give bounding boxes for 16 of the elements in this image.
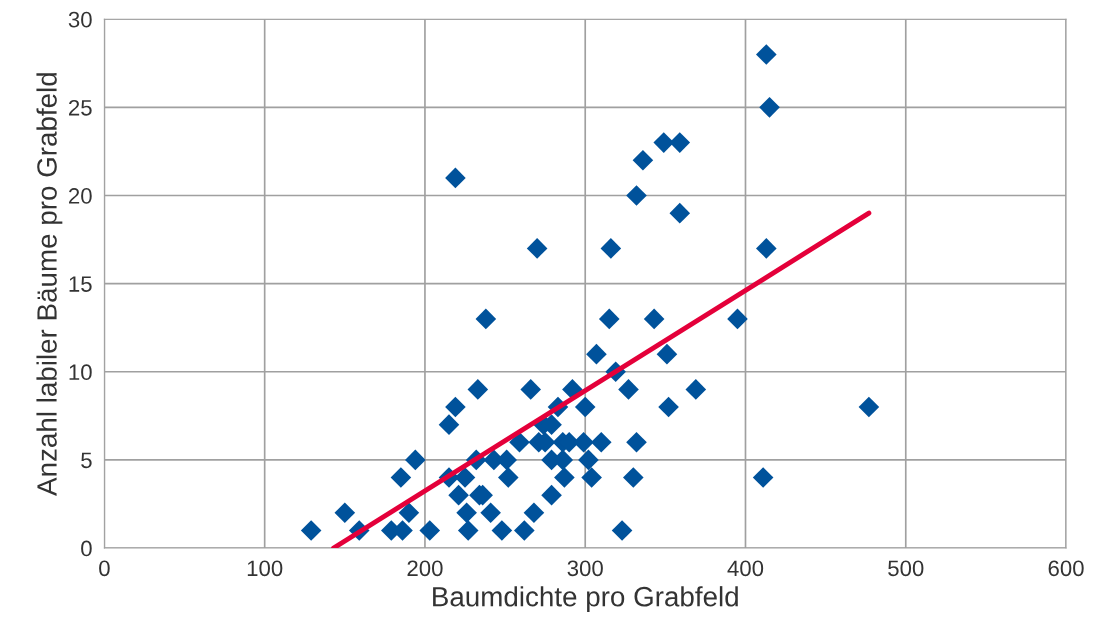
x-tick-label: 300 bbox=[567, 560, 603, 577]
y-axis-title: Anzahl labiler Bäume pro Grabfeld bbox=[36, 73, 63, 496]
y-tick-label: 5 bbox=[81, 452, 92, 469]
x-tick-label: 600 bbox=[1048, 560, 1084, 577]
x-tick-label: 100 bbox=[247, 560, 283, 577]
x-tick-label: 200 bbox=[407, 560, 443, 577]
x-axis-title: Baumdichte pro Grabfeld bbox=[433, 586, 738, 613]
y-tick-label: 20 bbox=[69, 188, 92, 204]
x-tick-label: 400 bbox=[727, 560, 764, 577]
y-tick-label: 30 bbox=[68, 11, 92, 28]
y-tick-label: 25 bbox=[69, 99, 92, 116]
y-tick-label: 15 bbox=[69, 276, 92, 292]
y-tick-label: 0 bbox=[81, 540, 92, 557]
x-tick-label: 0 bbox=[99, 560, 110, 577]
y-tick-label: 10 bbox=[69, 364, 92, 381]
x-tick-label: 500 bbox=[888, 560, 924, 577]
